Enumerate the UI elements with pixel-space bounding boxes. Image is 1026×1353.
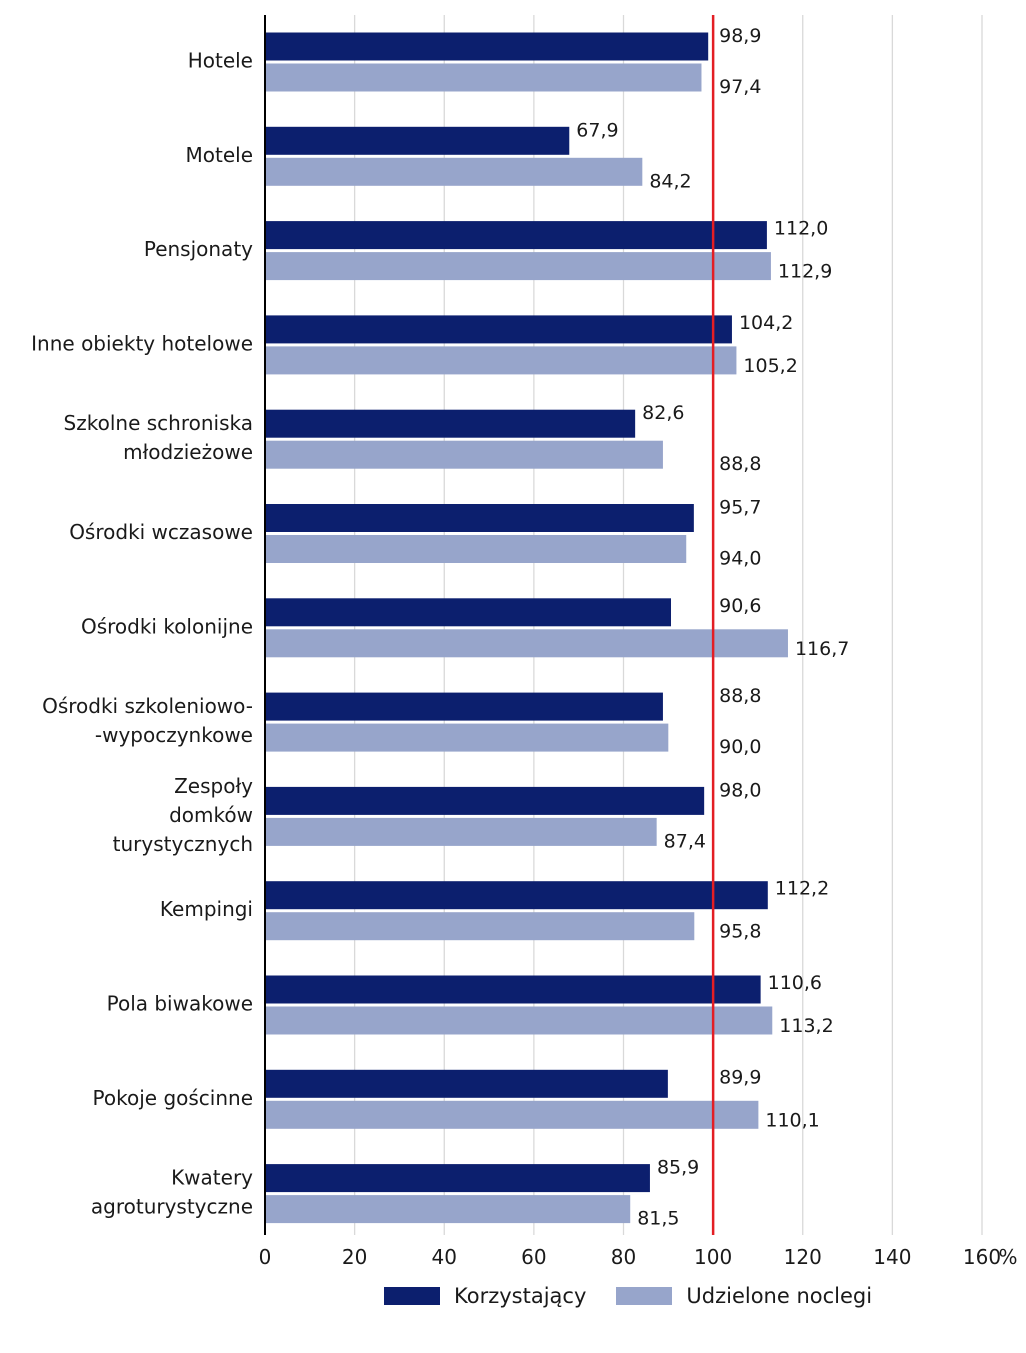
- data-label: 82,6: [642, 402, 684, 424]
- legend: Korzystający Udzielone noclegi: [384, 1284, 872, 1308]
- category-label: domków: [169, 803, 253, 827]
- category-label: Kwatery: [171, 1166, 253, 1190]
- category-label: Kempingi: [160, 897, 253, 921]
- bar-udzielone-noclegi: [265, 912, 695, 941]
- data-label: 88,8: [719, 453, 761, 475]
- data-label: 104,2: [739, 312, 793, 334]
- data-label: 105,2: [743, 355, 797, 377]
- x-tick-label: 160: [963, 1245, 1001, 1269]
- legend-item-korzystajacy: Korzystający: [384, 1284, 586, 1308]
- data-label: 98,9: [719, 25, 761, 47]
- legend-swatch-udzielone-noclegi: [616, 1287, 673, 1305]
- x-tick-label: 140: [873, 1245, 911, 1269]
- bar-udzielone-noclegi: [265, 440, 663, 469]
- legend-label-korzystajacy: Korzystający: [454, 1284, 587, 1308]
- data-label: 87,4: [664, 830, 706, 852]
- bar-udzielone-noclegi: [265, 629, 788, 658]
- data-label: 84,2: [649, 170, 691, 192]
- bar-korzystajacy: [265, 1164, 650, 1193]
- bar-udzielone-noclegi: [265, 1100, 759, 1129]
- bar-korzystajacy: [265, 315, 732, 344]
- bar-udzielone-noclegi: [265, 63, 702, 92]
- x-tick-label: 20: [342, 1245, 367, 1269]
- category-label: Zespoły: [174, 774, 253, 798]
- data-label: 67,9: [576, 119, 618, 141]
- category-label: Hotele: [188, 49, 253, 73]
- data-label: 95,8: [719, 921, 761, 943]
- x-tick-label: 40: [432, 1245, 457, 1269]
- bar-korzystajacy: [265, 1069, 668, 1098]
- category-label: Pensjonaty: [144, 237, 253, 261]
- data-label: 90,0: [719, 736, 761, 758]
- data-label: 88,8: [719, 685, 761, 707]
- bar-korzystajacy: [265, 32, 709, 61]
- bar-udzielone-noclegi: [265, 346, 737, 375]
- x-tick-label: 100: [694, 1245, 732, 1269]
- category-label: Motele: [186, 143, 254, 167]
- category-label: Ośrodki szkoleniowo-: [42, 694, 253, 718]
- category-label: Pola biwakowe: [107, 992, 253, 1016]
- bar-udzielone-noclegi: [265, 157, 643, 186]
- bar-udzielone-noclegi: [265, 1006, 773, 1035]
- x-tick-label: 0: [259, 1245, 272, 1269]
- category-label: Ośrodki wczasowe: [69, 520, 253, 544]
- data-label: 85,9: [657, 1157, 699, 1179]
- data-label: 110,6: [768, 972, 822, 994]
- bar-korzystajacy: [265, 598, 672, 627]
- chart: 98,9 97,4 67,9 84,2 112,0 112,9 104,2 105,2 82,6…: [31, 15, 1018, 1269]
- category-label: agroturystyczne: [91, 1195, 253, 1219]
- bar-korzystajacy: [265, 504, 694, 532]
- bar-korzystajacy: [265, 126, 570, 155]
- bar-korzystajacy: [265, 692, 663, 721]
- bar-udzielone-noclegi: [265, 252, 771, 281]
- bar-udzielone-noclegi: [265, 535, 687, 563]
- data-label: 110,1: [765, 1109, 819, 1131]
- x-tick-label: 60: [521, 1245, 546, 1269]
- category-label: -wypoczynkowe: [95, 723, 253, 747]
- x-unit-label: %: [998, 1245, 1017, 1269]
- bar-korzystajacy: [265, 221, 767, 250]
- bar-udzielone-noclegi: [265, 723, 669, 752]
- bar-korzystajacy: [265, 409, 636, 438]
- bar-korzystajacy: [265, 975, 761, 1004]
- data-label: 116,7: [795, 638, 849, 660]
- category-label: Ośrodki kolonijne: [81, 614, 253, 638]
- x-tick-label: 80: [611, 1245, 636, 1269]
- category-label: Pokoje gościnne: [93, 1086, 253, 1110]
- bar-udzielone-noclegi: [265, 1195, 631, 1224]
- bar-korzystajacy: [265, 881, 768, 910]
- data-label: 98,0: [719, 779, 761, 801]
- bar-korzystajacy: [265, 786, 705, 815]
- data-label: 94,0: [719, 548, 761, 570]
- category-label: młodzieżowe: [123, 440, 253, 464]
- data-label: 81,5: [637, 1208, 679, 1230]
- data-label: 89,9: [719, 1066, 761, 1088]
- data-label: 90,6: [719, 595, 761, 617]
- data-label: 97,4: [719, 76, 761, 98]
- category-label: Inne obiekty hotelowe: [31, 331, 253, 355]
- data-label: 95,7: [719, 497, 761, 519]
- category-label: turystycznych: [113, 832, 253, 856]
- x-tick-label: 120: [784, 1245, 822, 1269]
- data-label: 112,0: [774, 218, 828, 240]
- data-label: 112,9: [778, 261, 832, 283]
- data-label: 112,2: [775, 878, 829, 900]
- bar-chart: 98,9 97,4 67,9 84,2 112,0 112,9 104,2 105,2 82,6…: [31, 15, 1018, 1269]
- bar-udzielone-noclegi: [265, 817, 657, 846]
- data-label: 113,2: [779, 1015, 833, 1037]
- legend-item-udzielone-noclegi: Udzielone noclegi: [616, 1284, 872, 1308]
- legend-swatch-korzystajacy: [384, 1287, 440, 1305]
- category-label: Szkolne schroniska: [64, 411, 253, 435]
- legend-label-udzielone-noclegi: Udzielone noclegi: [686, 1284, 873, 1308]
